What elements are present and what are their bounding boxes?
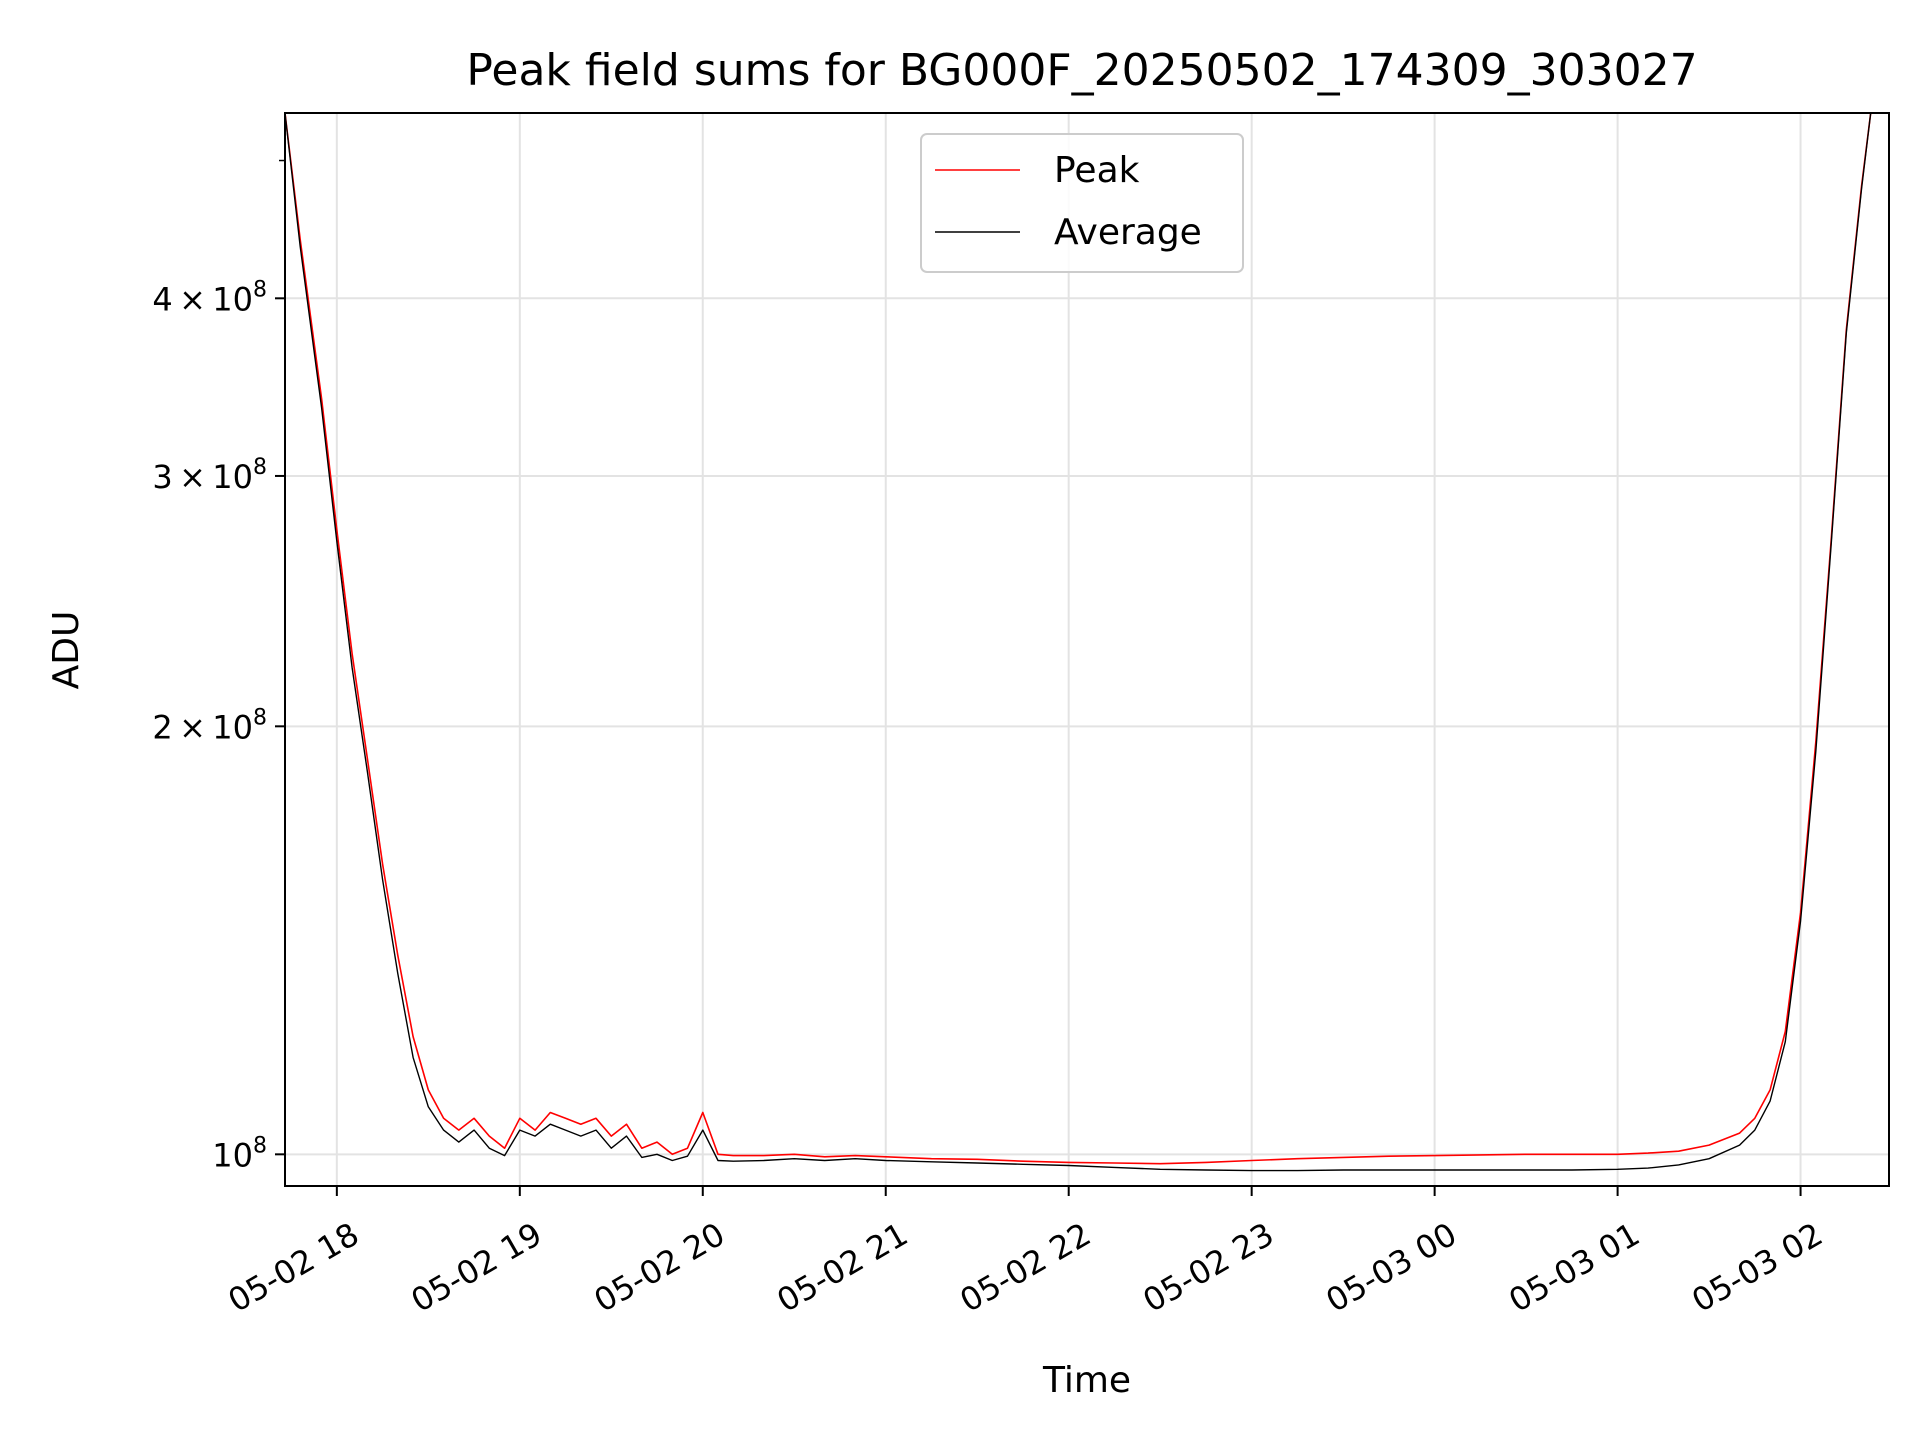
y-tick-label: 2 × 108 xyxy=(152,705,267,746)
series-layer xyxy=(285,113,1872,1172)
y-axis: 108 2 × 108 3 × 108 4 × 108 xyxy=(152,159,285,1174)
y-tick-label: 4 × 108 xyxy=(152,277,267,318)
legend-label-average: Average xyxy=(1054,212,1202,253)
chart-title: Peak field sums for BG000F_20250502_1743… xyxy=(466,45,1697,96)
series-line-peak xyxy=(285,113,1872,1165)
y-axis-label: ADU xyxy=(46,611,87,690)
plot-frame xyxy=(284,112,1890,1187)
y-tick-label: 108 xyxy=(212,1133,267,1174)
x-axis-label: Time xyxy=(1042,1360,1131,1401)
legend-box xyxy=(920,133,1244,273)
legend: Peak Average xyxy=(920,133,1244,273)
series-line-average xyxy=(285,113,1872,1172)
legend-label-peak: Peak xyxy=(1054,150,1140,191)
y-tick-label: 3 × 108 xyxy=(152,455,267,496)
